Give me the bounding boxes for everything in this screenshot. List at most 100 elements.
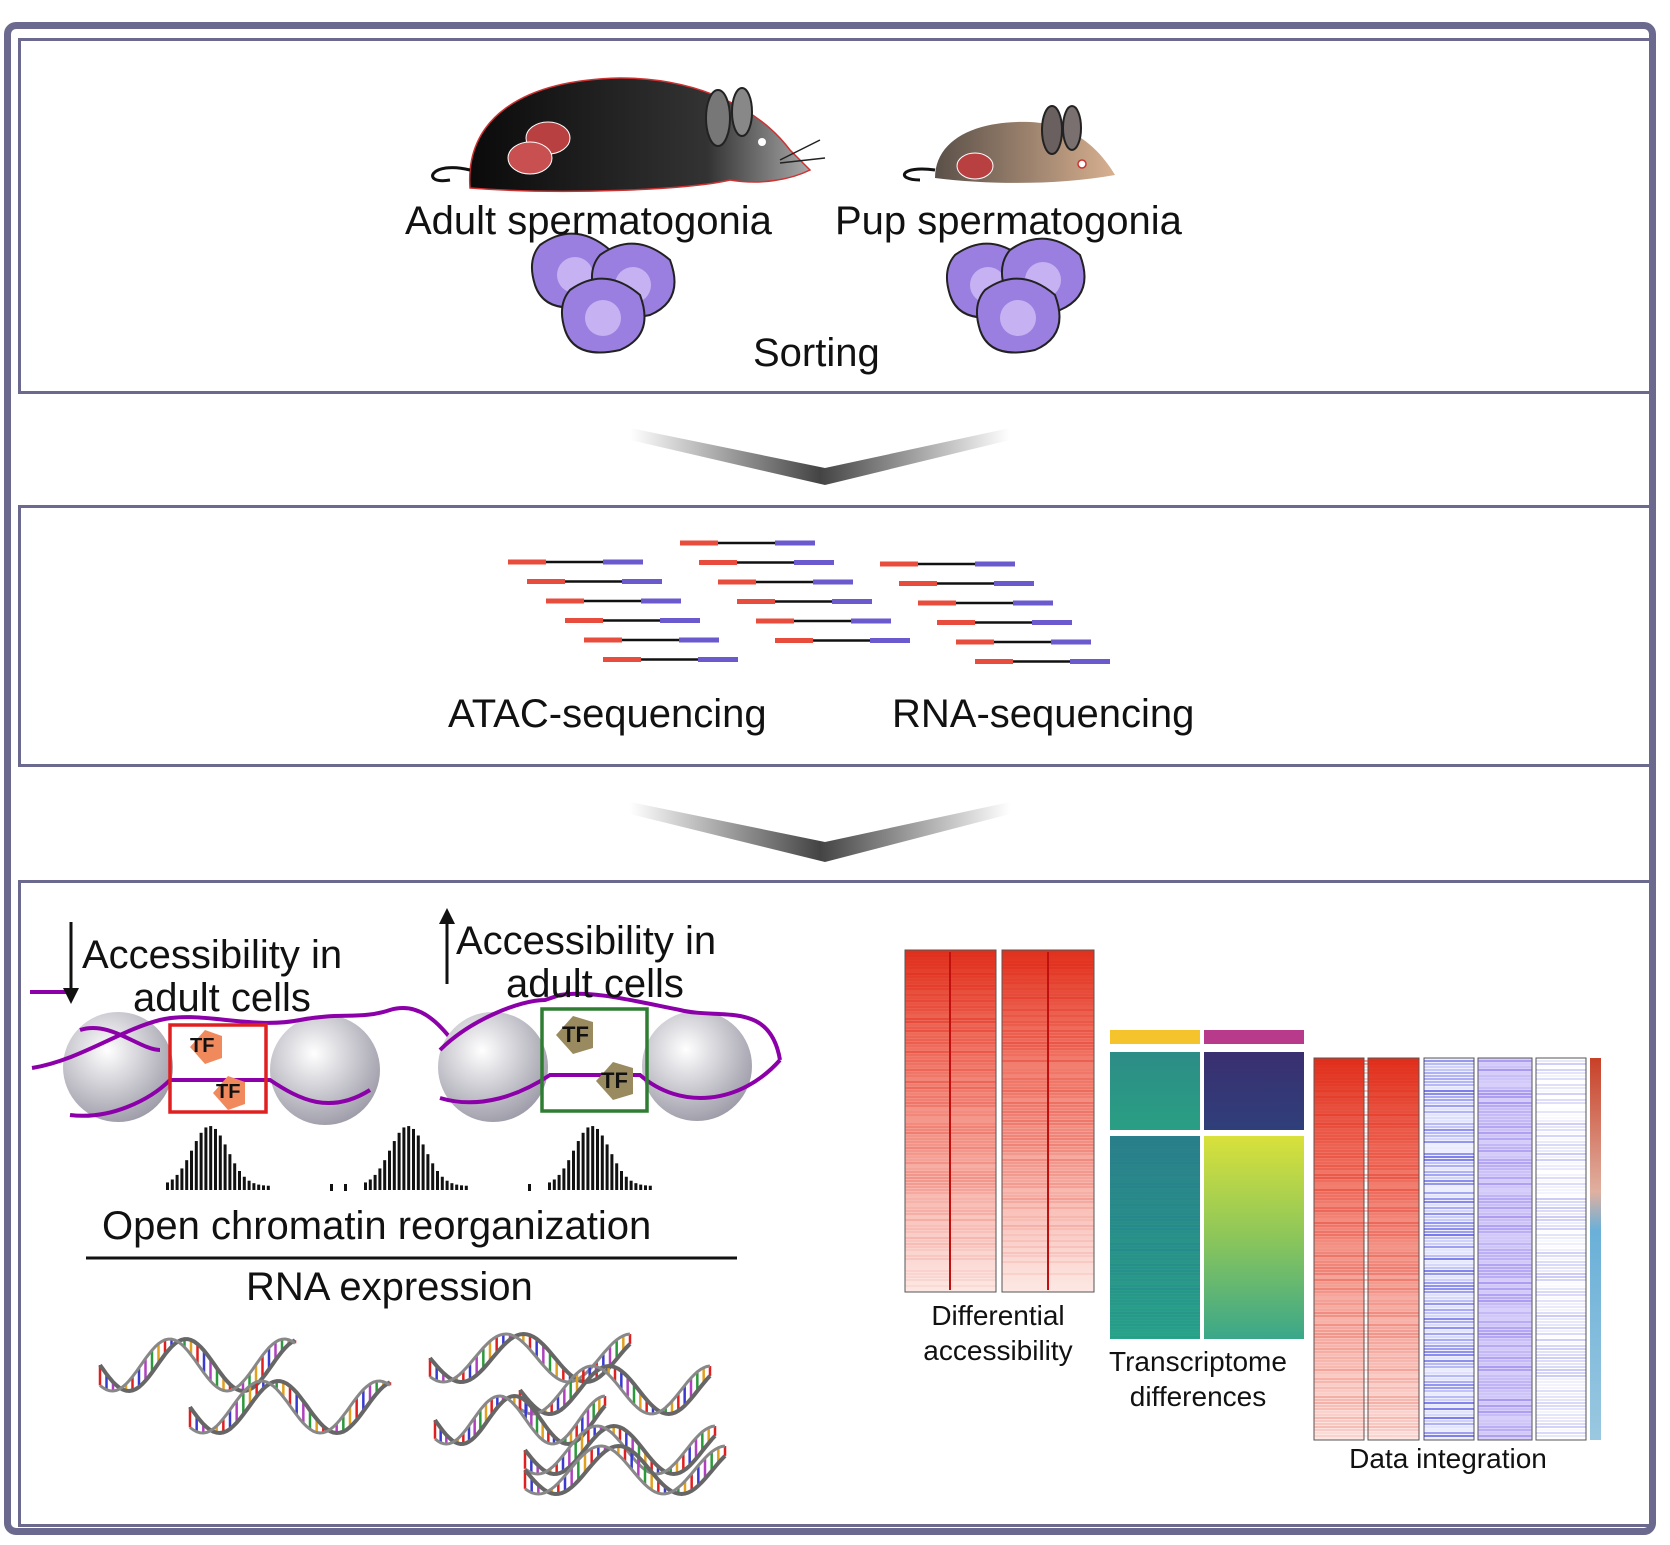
heat-row xyxy=(1536,1291,1586,1293)
heat-row xyxy=(1536,1279,1586,1281)
heat-row xyxy=(1478,1204,1532,1206)
heat-row xyxy=(1536,1432,1586,1434)
heat-row xyxy=(1536,1327,1586,1329)
heat-row xyxy=(1314,1357,1419,1359)
heat-row xyxy=(1314,1411,1419,1413)
dna-helix-icons xyxy=(98,1331,727,1497)
heat-row xyxy=(1110,1219,1200,1221)
heat-row xyxy=(1314,1255,1419,1257)
heat-row xyxy=(1110,1138,1200,1140)
heat-row xyxy=(1424,1288,1474,1290)
heat-row xyxy=(1536,1147,1586,1149)
heat-row xyxy=(1314,1144,1419,1146)
heat-row xyxy=(1536,1387,1586,1389)
heat-row xyxy=(1314,1267,1419,1269)
heat-row xyxy=(1314,1372,1419,1374)
heat-row xyxy=(1478,1258,1532,1260)
heat-row xyxy=(1478,1291,1532,1293)
heat-row xyxy=(1424,1351,1474,1353)
heat-row xyxy=(1424,1132,1474,1134)
heat-row xyxy=(1424,1105,1474,1107)
heat-row xyxy=(1110,1144,1200,1146)
heat-row xyxy=(1478,1336,1532,1338)
heat-row xyxy=(1314,1141,1419,1143)
heat-row xyxy=(1110,1297,1200,1299)
increase-arrow-icon xyxy=(439,908,455,984)
heat-row xyxy=(1478,1423,1532,1425)
heat-row xyxy=(1478,1363,1532,1365)
heat-row xyxy=(1314,1084,1419,1086)
heat-row xyxy=(1424,1348,1474,1350)
heat-row xyxy=(1536,1426,1586,1428)
increase-accessibility-label-line1: Accessibility in xyxy=(456,919,717,963)
heat-row xyxy=(1110,1246,1200,1248)
adult-spermatogonia-label: Adult spermatogonia xyxy=(405,199,772,243)
heat-row xyxy=(1536,1267,1586,1269)
dna-helix xyxy=(428,1331,632,1385)
heat-row xyxy=(1536,1198,1586,1200)
heat-row xyxy=(1478,1075,1532,1077)
heat-row xyxy=(1314,1108,1419,1110)
heat-row xyxy=(1314,1339,1419,1341)
heat-row xyxy=(1478,1360,1532,1362)
heat-row xyxy=(1314,1153,1419,1155)
heat-row xyxy=(1478,1114,1532,1116)
heat-row xyxy=(1424,1255,1474,1257)
heat-row xyxy=(1110,1162,1200,1164)
data-integration-label: Data integration xyxy=(1349,1443,1547,1474)
heat-row xyxy=(1478,1225,1532,1227)
peak-bar xyxy=(228,1154,232,1190)
heat-row xyxy=(1536,1225,1586,1227)
heat-row xyxy=(1314,1069,1419,1071)
peak-tick xyxy=(330,1184,333,1191)
heat-row xyxy=(1478,1378,1532,1380)
peak-bar xyxy=(378,1168,382,1190)
heat-row xyxy=(1314,1213,1419,1215)
heat-row xyxy=(1478,1078,1532,1080)
heat-row xyxy=(1536,1099,1586,1101)
heat-row xyxy=(1478,1333,1532,1335)
heat-row xyxy=(1424,1114,1474,1116)
heat-row xyxy=(1536,1192,1586,1194)
peak-bar xyxy=(412,1128,415,1190)
heat-row xyxy=(1478,1312,1532,1314)
opening-chromatin-diagram xyxy=(438,991,782,1122)
peak-bar xyxy=(383,1160,387,1190)
peak-bar xyxy=(596,1128,599,1190)
heat-row xyxy=(1110,1201,1200,1203)
heat-row xyxy=(1478,1195,1532,1197)
heat-row xyxy=(1314,1060,1419,1062)
heat-row xyxy=(1478,1354,1532,1356)
heat-row xyxy=(1314,1306,1419,1308)
heat-row xyxy=(1478,1096,1532,1098)
heat-row xyxy=(1536,1150,1586,1152)
heat-row xyxy=(1424,1243,1474,1245)
heat-row xyxy=(1478,1339,1532,1341)
heat-row xyxy=(1478,1264,1532,1266)
peak-bar xyxy=(600,1135,604,1190)
heat-row xyxy=(1424,1120,1474,1122)
heat-row xyxy=(1536,1177,1586,1179)
heat-row xyxy=(1478,1330,1532,1332)
heat-row xyxy=(1536,1417,1586,1419)
dna-helix xyxy=(523,1423,717,1477)
heat-row xyxy=(1110,1294,1200,1296)
heat-row xyxy=(1424,1396,1474,1398)
heat-row xyxy=(1478,1144,1532,1146)
heat-row xyxy=(1536,1321,1586,1323)
heat-row xyxy=(1314,1114,1419,1116)
heat-row xyxy=(1478,1255,1532,1257)
heat-row xyxy=(1478,1303,1532,1305)
peak-bar xyxy=(242,1176,246,1190)
heat-row xyxy=(1424,1426,1474,1428)
heat-row xyxy=(1478,1408,1532,1410)
peak-bar xyxy=(402,1127,406,1190)
heat-row xyxy=(1424,1381,1474,1383)
heat-row xyxy=(1536,1390,1586,1392)
heat-row xyxy=(1314,1354,1419,1356)
heat-row xyxy=(1478,1126,1532,1128)
heat-row xyxy=(1478,1165,1532,1167)
heat-row xyxy=(1110,1222,1200,1224)
peak-bar xyxy=(634,1183,638,1190)
peak-bar xyxy=(175,1174,179,1190)
